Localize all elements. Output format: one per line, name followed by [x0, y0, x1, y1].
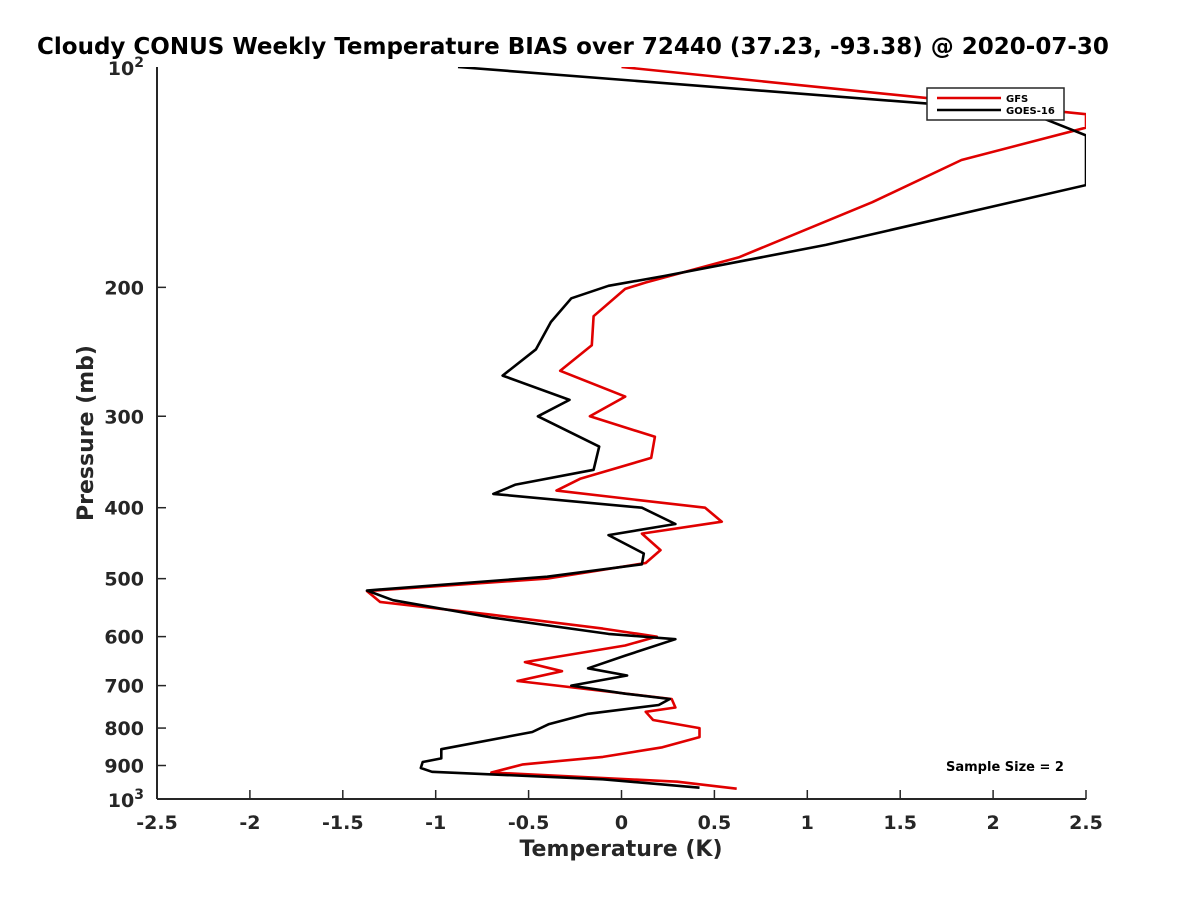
series-lines	[365, 67, 1086, 790]
x-tick-label: 2	[986, 812, 999, 834]
x-tick-label: 2.5	[1069, 812, 1103, 834]
y-tick-label: 500	[104, 569, 144, 591]
x-tick-label: -1	[425, 812, 446, 834]
y-axis-label: Pressure (mb)	[74, 345, 99, 521]
x-tick-label: 1.5	[883, 812, 917, 834]
x-tick-label: -1.5	[322, 812, 364, 834]
y-tick-label: 800	[104, 718, 144, 740]
y-tick-label: 600	[104, 627, 144, 649]
series-line-goes-16	[365, 67, 1086, 789]
y-tick-label: 300	[104, 406, 144, 428]
x-tick-label: -2	[239, 812, 260, 834]
x-tick-label: -2.5	[136, 812, 178, 834]
y-tick-label: 103	[108, 787, 144, 812]
sample-size-annotation: Sample Size = 2	[946, 760, 1064, 775]
y-tick-label: 400	[104, 498, 144, 520]
y-tick-label: 900	[104, 756, 144, 778]
x-axis-ticks: -2.5 -2 -1.5 -1 -0.5 0 0.5 1 1.5 2 2.5	[136, 790, 1103, 834]
plot-area	[157, 67, 1086, 799]
y-axis-ticks: 200 300 400 500 600 700 800 900 102 103	[104, 55, 166, 812]
y-tick-label: 102	[108, 55, 144, 80]
x-axis-label: Temperature (K)	[519, 837, 722, 862]
y-tick-label: 700	[104, 676, 144, 698]
x-tick-label: -0.5	[508, 812, 550, 834]
x-tick-label: 1	[801, 812, 814, 834]
chart-title: Cloudy CONUS Weekly Temperature BIAS ove…	[37, 34, 1109, 60]
x-tick-label: 0	[615, 812, 628, 834]
legend-box	[926, 87, 1065, 121]
legend-label: GFS	[1006, 94, 1028, 105]
y-tick-label: 200	[104, 277, 144, 299]
x-tick-label: 0.5	[698, 812, 732, 834]
legend-label: GOES-16	[1006, 106, 1055, 117]
